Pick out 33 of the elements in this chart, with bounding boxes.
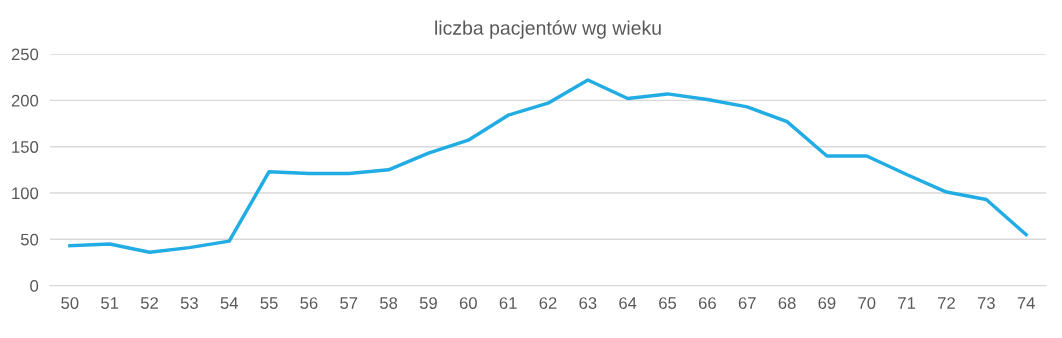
- x-tick-label: 57: [340, 297, 358, 309]
- x-tick-label: 71: [898, 297, 916, 309]
- x-tick-label: 53: [180, 297, 198, 309]
- y-tick-label: 200: [11, 94, 39, 107]
- x-tick-label: 73: [977, 297, 995, 309]
- x-tick-label: 67: [738, 297, 756, 309]
- x-tick-label: 63: [579, 297, 597, 309]
- x-tick-label: 51: [101, 297, 119, 309]
- chart-title: liczba pacjentów wg wieku: [435, 20, 661, 39]
- x-tick-label: 69: [818, 297, 836, 309]
- x-tick-label: 58: [380, 297, 398, 309]
- x-tick-label: 61: [499, 297, 517, 309]
- x-tick-label: 56: [300, 297, 318, 309]
- line-series: [68, 78, 1028, 255]
- y-tick-label: 100: [12, 187, 39, 200]
- x-tick-label: 55: [260, 297, 278, 309]
- x-tick-label: 74: [1017, 297, 1035, 309]
- y-tick-label: 50: [20, 233, 39, 246]
- x-tick-label: 65: [659, 297, 677, 309]
- x-tick-label: 70: [858, 297, 876, 309]
- x-tick-label: 52: [140, 297, 158, 309]
- x-tick-label: 54: [220, 297, 238, 309]
- x-tick-label: 64: [619, 297, 637, 309]
- y-tick-label: 250: [11, 48, 39, 61]
- x-tick-label: 66: [698, 297, 716, 309]
- x-tick-label: 72: [938, 297, 955, 309]
- y-tick-label: 0: [30, 280, 39, 292]
- x-tick-label: 60: [459, 297, 477, 309]
- x-tick-label: 68: [778, 297, 796, 309]
- x-tick-label: 62: [539, 297, 557, 309]
- y-tick-label: 150: [12, 141, 39, 153]
- x-tick-label: 59: [419, 297, 437, 309]
- x-tick-label: 50: [61, 297, 79, 309]
